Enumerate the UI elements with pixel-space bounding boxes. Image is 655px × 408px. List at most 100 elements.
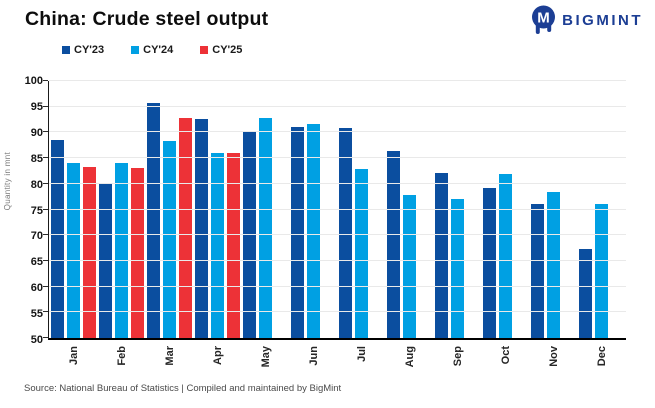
legend-swatch-cy24	[131, 46, 140, 54]
bar-cy24-nov	[546, 192, 561, 338]
bar-cy23-oct	[483, 188, 497, 338]
brand-logo: M BIGMINT	[530, 5, 643, 36]
y-tick-mark	[43, 157, 48, 159]
x-axis-label-jan: Jan	[67, 346, 80, 365]
bar-cy23-nov	[531, 203, 545, 338]
y-tick-label: 90	[30, 126, 43, 139]
bar-cy24-feb	[114, 163, 129, 338]
legend-swatch-cy25	[200, 46, 209, 54]
y-tick-label: 75	[30, 204, 43, 217]
legend-item-cy23: CY'23	[62, 44, 104, 56]
month-group-feb: Feb	[99, 81, 144, 366]
bar-cy23-apr	[195, 119, 209, 338]
bar-cy24-jul	[354, 168, 369, 338]
legend-item-cy24: CY'24	[131, 44, 173, 56]
y-tick-label: 65	[30, 256, 43, 269]
y-tick-label: 95	[30, 100, 43, 113]
gridline	[49, 311, 626, 313]
legend-label-cy24: CY'24	[143, 44, 174, 56]
y-tick-mark	[43, 311, 48, 313]
x-axis-label-mar: Mar	[163, 346, 176, 366]
y-tick-mark	[43, 234, 48, 236]
month-group-jul: Jul	[339, 81, 384, 362]
x-axis-label-feb: Feb	[115, 346, 128, 366]
y-tick-mark	[43, 80, 48, 81]
bar-cy23-sep	[435, 173, 449, 338]
x-axis-label-aug: Aug	[403, 346, 416, 368]
legend: CY'23 CY'24 CY'25	[62, 44, 242, 56]
bar-cy23-jul	[339, 128, 353, 338]
bar-cy23-jun	[291, 126, 305, 338]
bar-cy24-oct	[498, 174, 513, 338]
gridline	[49, 259, 626, 261]
gridline	[49, 234, 626, 236]
month-group-jun: Jun	[291, 81, 336, 366]
gridline	[49, 157, 626, 159]
page-title: China: Crude steel output	[25, 8, 269, 30]
x-axis-label-oct: Oct	[499, 346, 512, 365]
gridline	[49, 131, 626, 133]
bar-cy23-jan	[51, 139, 65, 338]
month-group-sep: Sep	[435, 81, 480, 366]
bar-cy24-aug	[402, 194, 417, 338]
x-axis-label-jul: Jul	[355, 346, 368, 362]
gridline	[49, 182, 626, 184]
bar-cy25-feb	[130, 167, 144, 338]
x-axis-label-dec: Dec	[595, 346, 608, 367]
svg-text:M: M	[537, 10, 550, 27]
brand-name: BIGMINT	[562, 12, 643, 29]
y-axis-title: Quantity in mnt	[3, 152, 12, 211]
bar-cy23-aug	[387, 150, 401, 338]
y-tick-label: 85	[30, 152, 43, 165]
y-tick-label: 50	[30, 334, 43, 346]
bar-cy24-apr	[210, 153, 225, 338]
month-group-dec: Dec	[579, 81, 624, 366]
x-axis-label-sep: Sep	[451, 346, 464, 367]
bar-cy23-mar	[147, 103, 161, 338]
y-tick-mark	[43, 337, 48, 338]
source-note: Source: National Bureau of Statistics | …	[24, 383, 342, 394]
bar-cy23-dec	[579, 248, 593, 338]
bar-groups: Jan Feb Mar Apr May Jun Jul Aug Sep Oct Nov Dec	[49, 81, 626, 367]
bar-cy25-mar	[178, 118, 192, 338]
bar-cy24-jun	[306, 124, 321, 338]
plot-area: Jan Feb Mar Apr May Jun Jul Aug Sep Oct Nov Dec	[43, 80, 626, 367]
x-axis-label-nov: Nov	[547, 346, 560, 367]
y-tick-label: 80	[30, 178, 43, 191]
y-tick-mark	[43, 285, 48, 287]
gridline	[49, 285, 626, 287]
bar-cy25-apr	[226, 152, 240, 338]
gridline	[49, 105, 626, 107]
month-group-mar: Mar	[147, 81, 192, 366]
month-group-oct: Oct	[483, 81, 528, 364]
month-group-jan: Jan	[51, 81, 96, 365]
bar-cy24-may	[258, 117, 273, 338]
x-axis-label-jun: Jun	[307, 346, 320, 366]
gridline	[49, 208, 626, 210]
bigmint-logo-icon: M	[530, 5, 557, 36]
y-tick-mark	[43, 105, 48, 107]
y-tick-label: 70	[30, 230, 43, 243]
month-group-apr: Apr	[195, 81, 240, 365]
y-tick-mark	[43, 131, 48, 133]
bar-cy24-jan	[66, 163, 81, 338]
bar-cy25-jan	[82, 167, 96, 338]
legend-swatch-cy23	[62, 46, 70, 54]
x-axis-label-apr: Apr	[211, 346, 224, 365]
legend-item-cy25: CY'25	[200, 44, 242, 56]
month-group-aug: Aug	[387, 81, 432, 367]
bar-cy24-dec	[594, 204, 609, 338]
y-tick-label: 60	[30, 282, 43, 295]
y-tick-label: 100	[24, 75, 43, 87]
y-axis-ticks: 50 55 60 65 70 75 80 85 90 95 100	[12, 75, 43, 346]
month-group-nov: Nov	[531, 81, 576, 367]
month-group-may: May	[243, 81, 288, 367]
y-tick-mark	[43, 208, 48, 210]
bar-cy24-sep	[450, 198, 465, 338]
legend-label-cy25: CY'25	[212, 44, 243, 56]
gridline	[49, 80, 626, 81]
y-tick-label: 55	[30, 308, 43, 321]
y-tick-mark	[43, 182, 48, 184]
y-tick-mark	[43, 259, 48, 261]
